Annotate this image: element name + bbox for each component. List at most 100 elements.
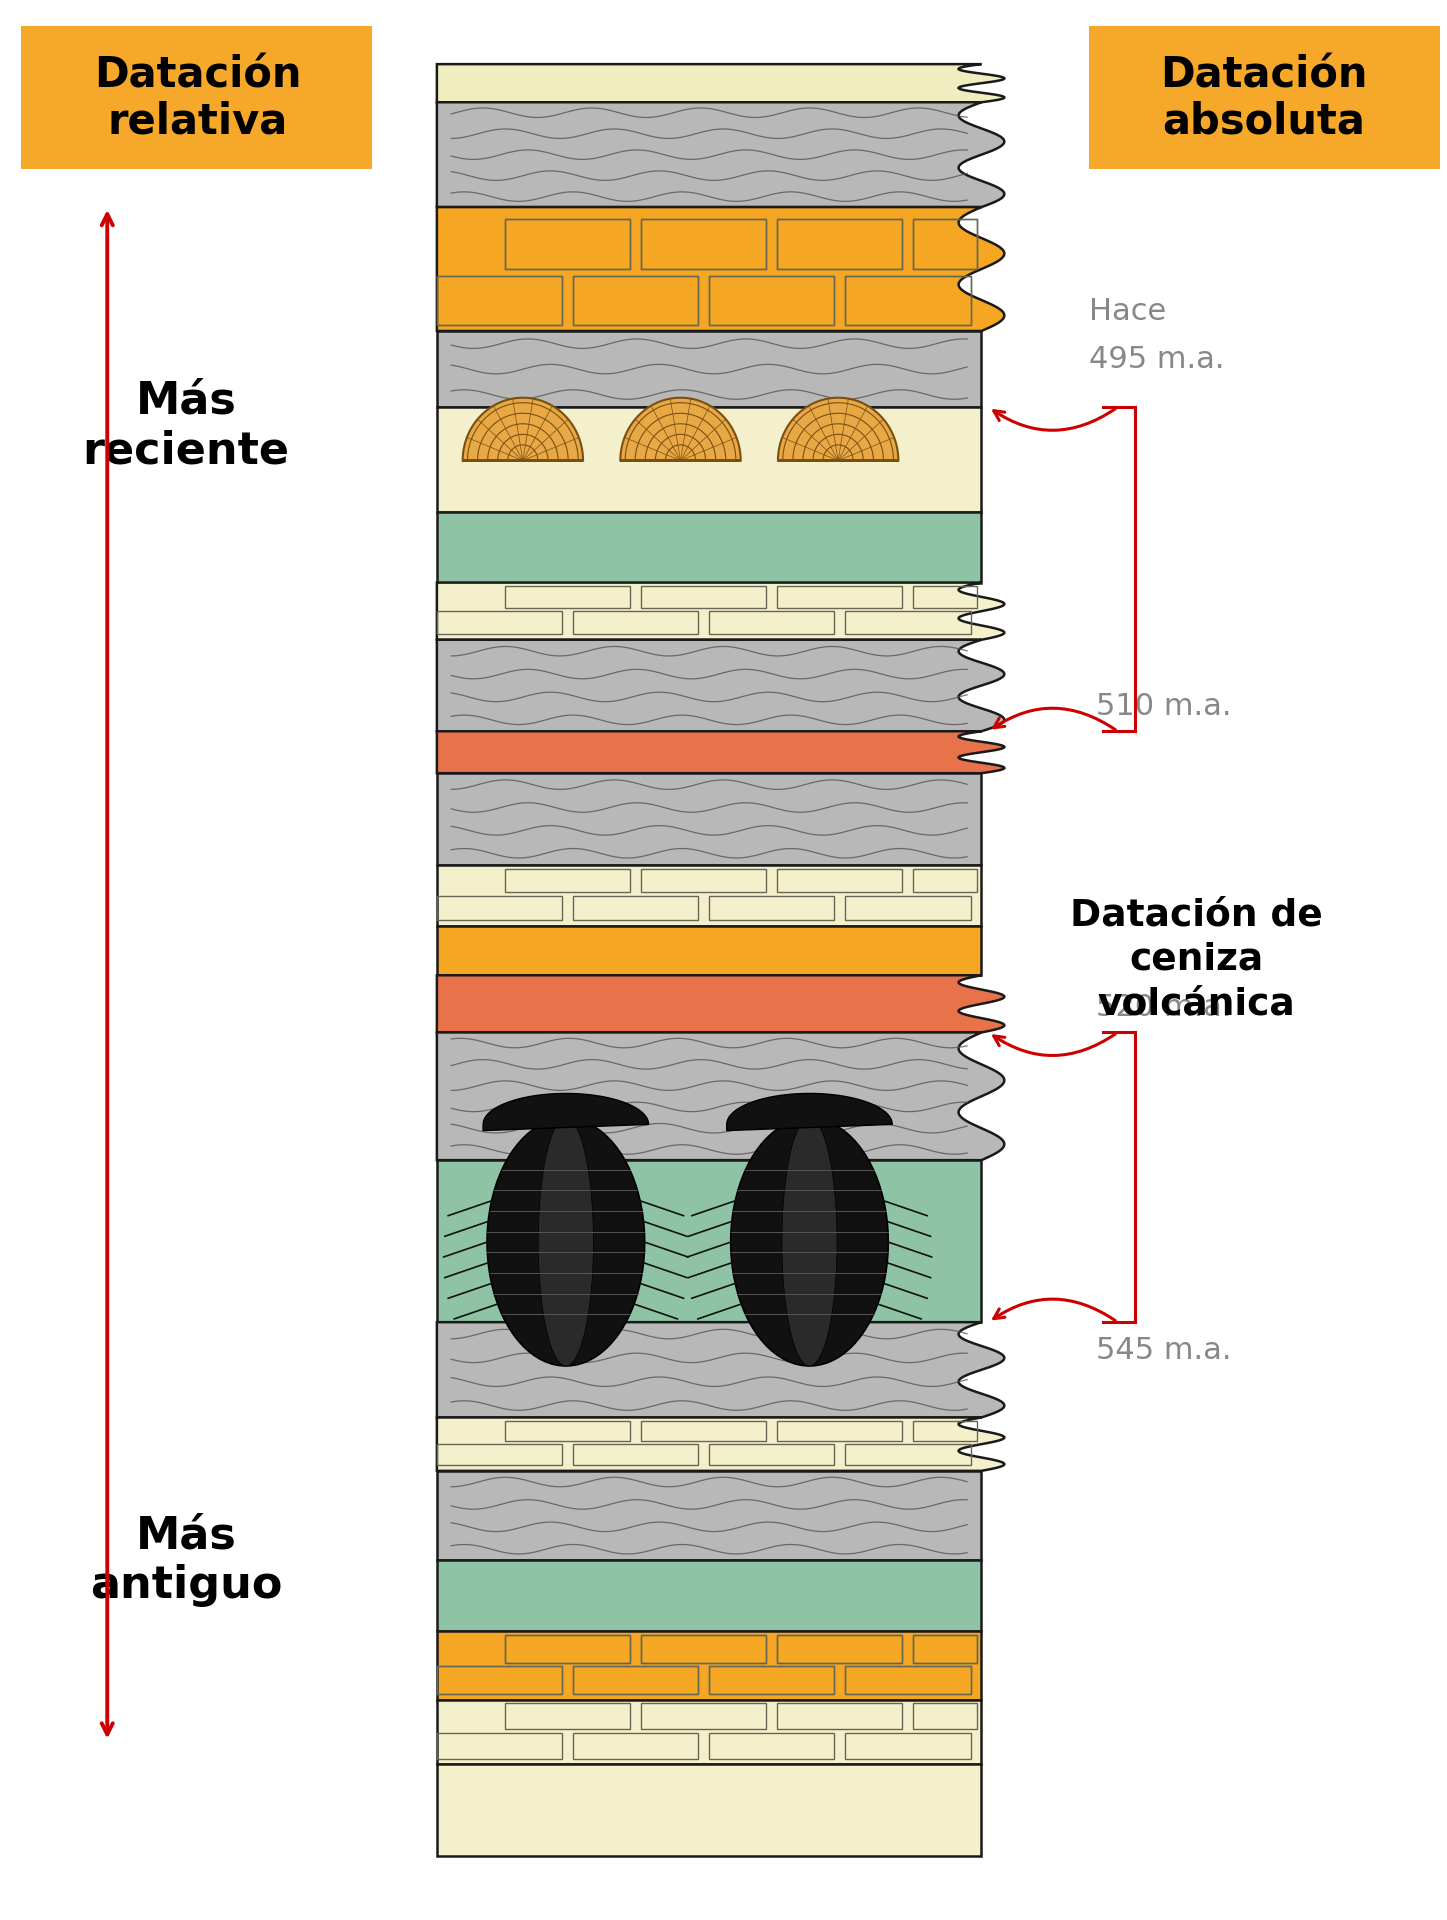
Bar bbox=[777, 586, 903, 609]
Bar bbox=[913, 1703, 977, 1730]
Bar bbox=[913, 219, 977, 269]
Bar bbox=[505, 1421, 631, 1440]
Bar bbox=[641, 219, 767, 269]
Bar bbox=[845, 276, 971, 324]
Bar bbox=[437, 1667, 561, 1693]
Bar bbox=[709, 1444, 835, 1465]
Polygon shape bbox=[437, 1630, 981, 1699]
Bar bbox=[641, 1421, 767, 1440]
Polygon shape bbox=[781, 1117, 836, 1365]
Polygon shape bbox=[437, 102, 1004, 207]
Polygon shape bbox=[437, 975, 1004, 1033]
Bar bbox=[913, 219, 977, 269]
Polygon shape bbox=[538, 1117, 593, 1365]
Polygon shape bbox=[437, 1323, 1004, 1417]
Bar bbox=[641, 1636, 767, 1663]
Polygon shape bbox=[437, 1561, 981, 1630]
Bar bbox=[437, 895, 561, 920]
Bar bbox=[641, 586, 767, 609]
Bar bbox=[505, 586, 631, 609]
Bar bbox=[573, 276, 699, 324]
Polygon shape bbox=[437, 864, 981, 925]
Text: Datación
absoluta: Datación absoluta bbox=[1160, 56, 1367, 142]
Polygon shape bbox=[437, 330, 981, 407]
Bar bbox=[913, 1421, 977, 1440]
Polygon shape bbox=[437, 925, 981, 975]
Bar bbox=[573, 1444, 699, 1465]
Bar bbox=[505, 1636, 631, 1663]
Bar bbox=[709, 1667, 835, 1693]
Polygon shape bbox=[437, 732, 1004, 774]
Bar bbox=[845, 1444, 971, 1465]
Polygon shape bbox=[437, 639, 1004, 732]
Bar bbox=[573, 1667, 699, 1693]
Bar bbox=[845, 1667, 971, 1693]
Bar bbox=[573, 1732, 699, 1759]
Bar bbox=[437, 1732, 561, 1759]
Bar bbox=[437, 276, 561, 324]
Polygon shape bbox=[437, 1471, 981, 1561]
Bar bbox=[505, 868, 631, 893]
Polygon shape bbox=[437, 582, 1004, 639]
Polygon shape bbox=[437, 207, 1004, 330]
Polygon shape bbox=[731, 1117, 888, 1365]
Polygon shape bbox=[437, 1160, 981, 1323]
Bar bbox=[913, 586, 977, 609]
Bar bbox=[573, 1667, 699, 1693]
Bar bbox=[505, 219, 631, 269]
Polygon shape bbox=[463, 397, 583, 461]
Text: Datación de
ceniza
volcánica: Datación de ceniza volcánica bbox=[1069, 897, 1323, 1021]
Bar bbox=[777, 1636, 903, 1663]
Polygon shape bbox=[437, 774, 981, 864]
Bar bbox=[777, 219, 903, 269]
Bar bbox=[777, 1636, 903, 1663]
Polygon shape bbox=[437, 513, 981, 582]
Polygon shape bbox=[437, 407, 981, 513]
Text: Más
antiguo: Más antiguo bbox=[90, 1515, 282, 1607]
Polygon shape bbox=[621, 397, 741, 461]
Bar bbox=[573, 895, 699, 920]
Bar bbox=[641, 1703, 767, 1730]
Bar bbox=[641, 1636, 767, 1663]
Text: Datación
relativa: Datación relativa bbox=[94, 56, 301, 142]
Bar bbox=[845, 1732, 971, 1759]
Bar bbox=[505, 1636, 631, 1663]
Bar bbox=[913, 1636, 977, 1663]
Bar bbox=[709, 276, 835, 324]
Bar bbox=[777, 1703, 903, 1730]
Polygon shape bbox=[437, 63, 1004, 102]
Bar bbox=[437, 276, 561, 324]
Bar bbox=[709, 895, 835, 920]
FancyBboxPatch shape bbox=[22, 27, 372, 169]
Bar bbox=[437, 1667, 561, 1693]
Polygon shape bbox=[778, 397, 899, 461]
Bar bbox=[709, 1732, 835, 1759]
Bar bbox=[437, 1444, 561, 1465]
Bar bbox=[641, 219, 767, 269]
Bar bbox=[777, 219, 903, 269]
Text: 495 m.a.: 495 m.a. bbox=[1090, 346, 1224, 374]
Bar bbox=[709, 1667, 835, 1693]
Text: Más
reciente: Más reciente bbox=[82, 380, 289, 472]
FancyBboxPatch shape bbox=[1090, 27, 1440, 169]
Polygon shape bbox=[483, 1094, 648, 1131]
Polygon shape bbox=[437, 1699, 981, 1764]
Bar bbox=[845, 1667, 971, 1693]
Polygon shape bbox=[437, 1764, 981, 1857]
Bar bbox=[505, 219, 631, 269]
Bar bbox=[913, 868, 977, 893]
Bar bbox=[437, 611, 561, 634]
Bar bbox=[573, 611, 699, 634]
Bar bbox=[777, 868, 903, 893]
Bar bbox=[913, 1636, 977, 1663]
Bar bbox=[709, 611, 835, 634]
Polygon shape bbox=[437, 1033, 1004, 1160]
Text: 545 m.a.: 545 m.a. bbox=[1097, 1336, 1231, 1365]
Bar bbox=[573, 276, 699, 324]
Bar bbox=[845, 895, 971, 920]
Polygon shape bbox=[437, 1417, 1004, 1471]
Bar bbox=[709, 276, 835, 324]
Text: 510 m.a.: 510 m.a. bbox=[1097, 691, 1231, 722]
Polygon shape bbox=[488, 1117, 645, 1365]
Bar bbox=[845, 276, 971, 324]
